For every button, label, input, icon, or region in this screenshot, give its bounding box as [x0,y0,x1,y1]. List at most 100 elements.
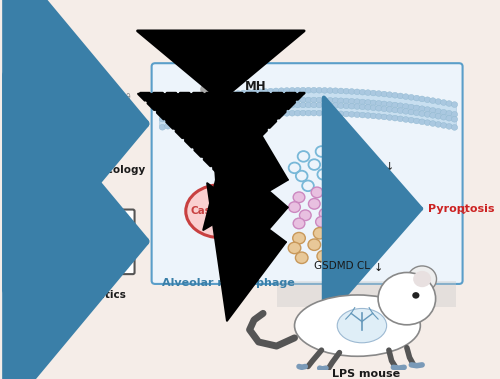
Circle shape [262,103,268,109]
Circle shape [256,103,263,109]
Text: Network pharmacology: Network pharmacology [8,164,145,175]
Circle shape [192,106,198,111]
Circle shape [322,110,328,116]
Ellipse shape [186,185,256,238]
Circle shape [322,102,328,108]
Circle shape [376,114,382,119]
Circle shape [327,111,333,116]
Bar [46,247,53,268]
Circle shape [452,111,458,117]
Text: IL-18: IL-18 [356,160,382,169]
Circle shape [268,88,274,94]
Circle shape [343,88,349,94]
FancyBboxPatch shape [32,210,134,274]
Circle shape [278,98,284,103]
Circle shape [176,108,182,114]
Circle shape [197,118,203,124]
Circle shape [435,108,442,114]
Circle shape [246,99,252,105]
Circle shape [402,117,409,122]
Circle shape [452,102,458,107]
Circle shape [202,104,209,110]
Circle shape [176,99,182,104]
Circle shape [208,116,214,122]
Circle shape [360,104,366,110]
Circle shape [308,199,320,209]
Circle shape [31,146,40,154]
Circle shape [348,111,355,117]
Circle shape [311,187,323,198]
Circle shape [419,119,425,125]
Circle shape [339,205,350,216]
Circle shape [251,89,258,95]
Ellipse shape [208,82,224,92]
Circle shape [386,92,392,97]
Circle shape [310,102,317,108]
Circle shape [284,102,290,108]
Polygon shape [276,281,456,307]
Circle shape [360,89,366,95]
Circle shape [164,124,171,129]
Circle shape [317,251,330,262]
Circle shape [452,116,458,122]
Circle shape [392,102,398,108]
Circle shape [288,202,300,212]
Circle shape [160,116,166,122]
Circle shape [170,122,176,128]
Circle shape [224,106,230,112]
Circle shape [235,100,242,106]
Circle shape [392,107,398,113]
Text: ↓: ↓ [384,162,394,172]
Circle shape [408,109,414,115]
Circle shape [338,98,344,103]
Circle shape [251,99,258,105]
Circle shape [398,103,404,108]
Circle shape [224,102,230,107]
Circle shape [440,122,447,128]
Circle shape [268,98,274,104]
Circle shape [430,108,436,113]
Circle shape [288,242,301,254]
Circle shape [316,216,328,227]
Circle shape [273,103,279,108]
Circle shape [289,110,296,116]
Circle shape [414,118,420,124]
Circle shape [208,103,214,109]
Text: θ: θ [126,93,130,102]
Text: ↓: ↓ [374,263,383,273]
Bar [94,255,100,268]
Bar [114,255,120,268]
Circle shape [310,87,317,93]
Circle shape [246,113,252,118]
Circle shape [435,113,442,119]
Circle shape [402,94,409,99]
Circle shape [92,121,102,129]
Circle shape [300,210,311,221]
Circle shape [262,89,268,94]
Polygon shape [160,103,457,126]
Circle shape [268,111,274,117]
Bar [53,256,60,268]
Circle shape [435,122,442,127]
Text: θ: θ [42,106,46,115]
Circle shape [370,113,376,119]
Ellipse shape [229,77,241,85]
Text: Alveolar macrophage: Alveolar macrophage [162,278,295,288]
Circle shape [408,117,414,123]
Circle shape [327,102,333,108]
Circle shape [181,107,187,113]
Ellipse shape [202,82,215,91]
Circle shape [381,101,388,107]
Circle shape [398,108,404,113]
Circle shape [230,91,236,97]
Text: θ: θ [56,77,61,86]
Circle shape [294,88,301,93]
Circle shape [440,114,447,120]
Circle shape [316,97,322,103]
Circle shape [308,239,320,251]
Circle shape [365,113,371,118]
Circle shape [294,97,301,103]
Bar [74,250,80,268]
Circle shape [306,97,312,103]
Circle shape [314,227,326,239]
